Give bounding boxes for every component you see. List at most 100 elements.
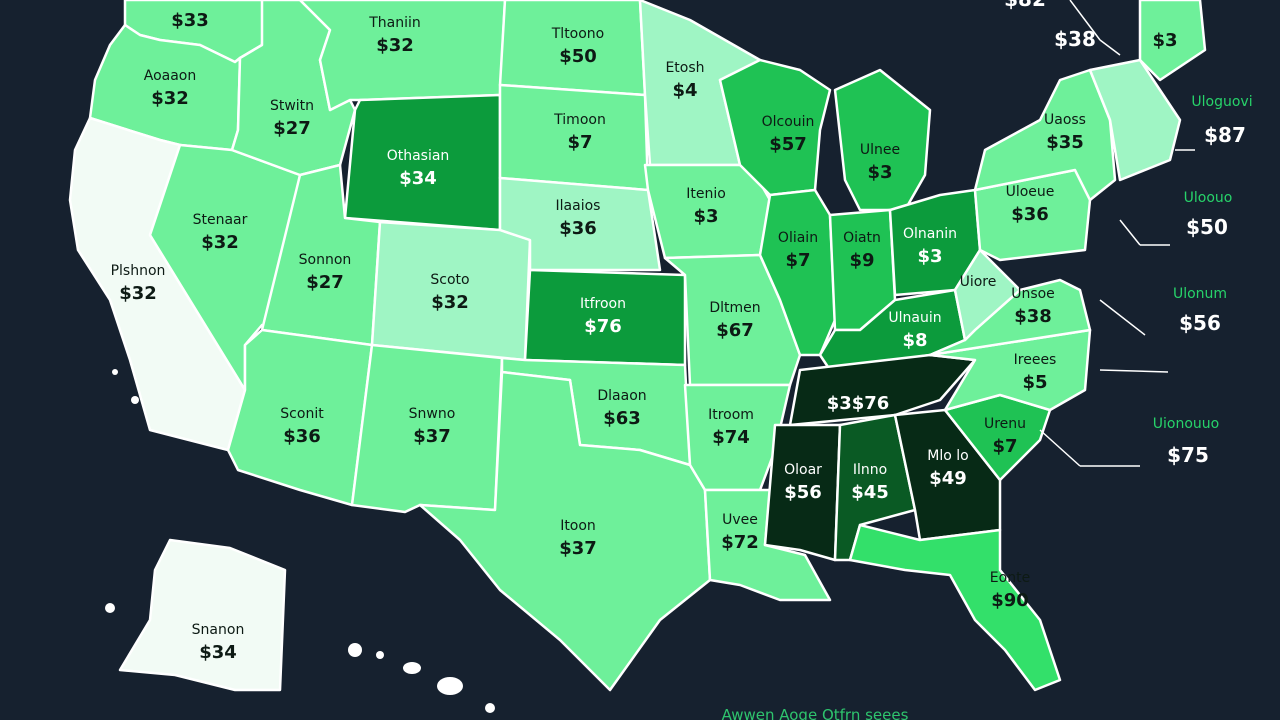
state-name-nc: Ireees bbox=[1014, 352, 1057, 368]
state-value-az: $36 bbox=[283, 426, 321, 447]
state-value-tx: $37 bbox=[559, 538, 597, 559]
state-value-tn: $3$76 bbox=[827, 393, 890, 414]
state-name-id: Stwitn bbox=[270, 98, 314, 114]
state-name-tx: Itoon bbox=[560, 518, 596, 534]
state-value-mn: $4 bbox=[672, 80, 697, 101]
state-name-in: Oiatn bbox=[843, 230, 881, 246]
state-name-ga: Mlo lo bbox=[927, 448, 968, 464]
state-co[interactable] bbox=[370, 220, 532, 362]
state-name-al: Ilnno bbox=[853, 462, 887, 478]
state-value-sd: $7 bbox=[567, 132, 592, 153]
state-value-ms: $56 bbox=[784, 482, 822, 503]
state-name-mn: Etosh bbox=[665, 60, 704, 76]
map-caption: Awwen Aoge Otfrn seees bbox=[722, 706, 909, 720]
state-value-ca: $32 bbox=[119, 283, 157, 304]
state-value-ky: $8 bbox=[902, 330, 927, 351]
callout-value-4: $50 bbox=[1186, 215, 1228, 239]
state-name-ia: Itenio bbox=[686, 186, 726, 202]
callout-value-2: $38 bbox=[1054, 27, 1096, 51]
state-name-fl: Eonte bbox=[990, 570, 1030, 586]
callout-value-1: $82 bbox=[1004, 0, 1046, 11]
state-value-wy: $34 bbox=[399, 168, 437, 189]
state-value-wa: $33 bbox=[171, 10, 209, 31]
state-mi[interactable] bbox=[833, 68, 932, 212]
state-ms[interactable] bbox=[763, 423, 842, 562]
state-value-ny: $35 bbox=[1046, 132, 1084, 153]
callout-value-6: $75 bbox=[1167, 443, 1209, 467]
state-name-ky: Ulnauin bbox=[888, 310, 941, 326]
state-value-nd: $50 bbox=[559, 46, 597, 67]
state-name-va: Unsoe bbox=[1011, 286, 1055, 302]
state-name-oh: Olnanin bbox=[903, 226, 957, 242]
state-value-me: $3 bbox=[1152, 30, 1177, 51]
state-value-il: $7 bbox=[785, 250, 810, 271]
state-name-mi: Ulnee bbox=[860, 142, 900, 158]
state-shapes bbox=[68, 0, 1207, 692]
state-name-mt: Thaniin bbox=[368, 15, 421, 31]
state-value-sc: $7 bbox=[992, 436, 1017, 457]
state-name-la: Uvee bbox=[722, 512, 758, 528]
state-fl[interactable] bbox=[848, 523, 1062, 692]
state-tx[interactable] bbox=[418, 370, 712, 692]
state-name-ut: Sonnon bbox=[299, 252, 352, 268]
state-value-ga: $49 bbox=[929, 468, 967, 489]
state-value-or: $32 bbox=[151, 88, 189, 109]
callout-name-5: Ulonum bbox=[1173, 286, 1227, 302]
state-name-ok: Dlaaon bbox=[597, 388, 646, 404]
state-value-oh: $3 bbox=[917, 246, 942, 267]
state-name-sd: Timoon bbox=[553, 112, 606, 128]
state-name-wv: Uiore bbox=[960, 274, 997, 290]
state-name-co: Scoto bbox=[430, 272, 469, 288]
callout-name-4: Uloouo bbox=[1184, 190, 1233, 206]
state-value-ks: $76 bbox=[584, 316, 622, 337]
state-labels: $33 Aoaaon $32 Plshnon $32 Stenaar $32 Stwitn $2… bbox=[111, 10, 1178, 663]
state-name-pa: Uloeue bbox=[1006, 184, 1055, 200]
callout-name-6: Uionouuo bbox=[1153, 416, 1219, 432]
islands bbox=[105, 369, 495, 713]
state-value-ia: $3 bbox=[693, 206, 718, 227]
state-me[interactable] bbox=[1138, 0, 1207, 82]
callout-value-3: $87 bbox=[1204, 123, 1246, 147]
state-value-id: $27 bbox=[273, 118, 311, 139]
state-name-il: Oliain bbox=[778, 230, 818, 246]
state-value-nv: $32 bbox=[201, 232, 239, 253]
state-name-nm: Snwno bbox=[409, 406, 456, 422]
state-name-az: Sconit bbox=[280, 406, 324, 422]
state-ny[interactable] bbox=[973, 68, 1117, 202]
state-value-ar: $74 bbox=[712, 427, 750, 448]
state-value-mi: $3 bbox=[867, 162, 892, 183]
state-name-ny: Uaoss bbox=[1044, 112, 1086, 128]
state-value-in: $9 bbox=[849, 250, 874, 271]
state-value-nc: $5 bbox=[1022, 372, 1047, 393]
state-name-nv: Stenaar bbox=[193, 212, 248, 228]
state-value-ne: $36 bbox=[559, 218, 597, 239]
state-value-ak: $34 bbox=[199, 642, 237, 663]
state-value-va: $38 bbox=[1014, 306, 1052, 327]
state-value-fl: $90 bbox=[991, 590, 1029, 611]
state-name-mo: Dltmen bbox=[709, 300, 760, 316]
callout-leaders bbox=[1039, 0, 1195, 467]
state-name-ak: Snanon bbox=[192, 622, 245, 638]
state-name-wy: Othasian bbox=[387, 148, 450, 164]
state-value-wi: $57 bbox=[769, 134, 807, 155]
state-value-mo: $67 bbox=[716, 320, 754, 341]
state-value-pa: $36 bbox=[1011, 204, 1049, 225]
state-name-nd: Tltoono bbox=[551, 26, 605, 42]
callout-value-5: $56 bbox=[1179, 311, 1221, 335]
state-name-sc: Urenu bbox=[984, 416, 1026, 432]
state-value-al: $45 bbox=[851, 482, 889, 503]
state-name-or: Aoaaon bbox=[144, 68, 197, 84]
state-name-ar: Itroom bbox=[708, 407, 754, 423]
state-wi[interactable] bbox=[718, 58, 832, 197]
state-value-mt: $32 bbox=[376, 35, 414, 56]
state-name-ca: Plshnon bbox=[111, 263, 166, 279]
callout-name-3: Uloguovi bbox=[1191, 94, 1252, 110]
state-name-ms: Oloar bbox=[784, 462, 822, 478]
state-ak[interactable] bbox=[118, 538, 287, 692]
state-value-la: $72 bbox=[721, 532, 759, 553]
state-value-nm: $37 bbox=[413, 426, 451, 447]
state-value-ut: $27 bbox=[306, 272, 344, 293]
callout-text: $82 $38 Uloguovi $87 Uloouo $50 Ulonum $… bbox=[1004, 0, 1252, 467]
